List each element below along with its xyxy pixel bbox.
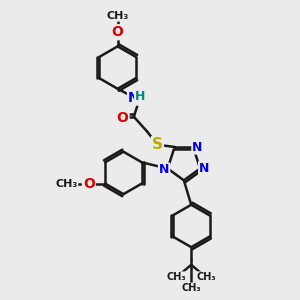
Text: O: O [112,25,124,39]
Text: CH₃: CH₃ [106,11,129,21]
Text: CH₃: CH₃ [196,272,216,282]
Text: H: H [135,91,146,103]
Text: CH₃: CH₃ [55,178,77,188]
Text: N: N [192,141,203,154]
Text: N: N [128,91,140,105]
Text: O: O [83,176,95,190]
Text: N: N [199,162,209,175]
Text: CH₃: CH₃ [167,272,186,282]
Text: O: O [117,111,129,125]
Text: S: S [152,137,163,152]
Text: N: N [159,164,169,176]
Text: CH₃: CH₃ [182,284,201,293]
